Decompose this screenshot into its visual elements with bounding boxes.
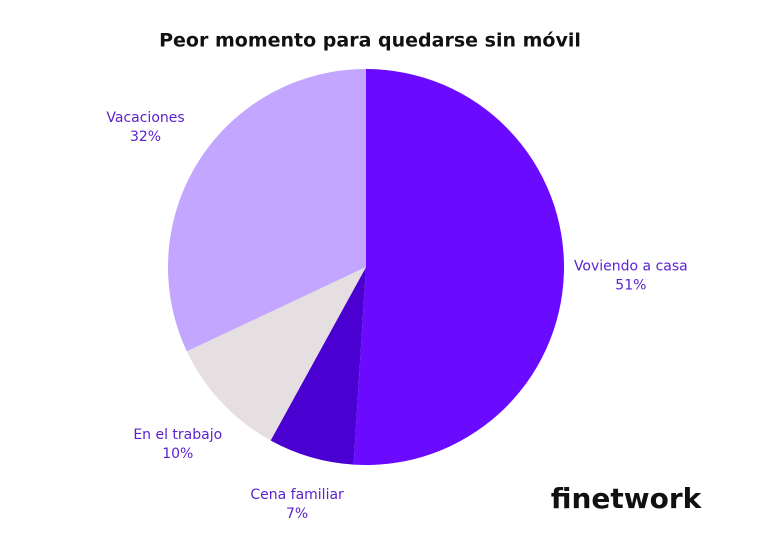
pie-slice [270, 267, 366, 465]
slice-value-label: 32% [130, 129, 161, 145]
pie-slice [186, 267, 366, 441]
pie-slice [167, 69, 366, 352]
slice-label: Cena familiar [250, 487, 344, 503]
slice-value-label: 10% [162, 446, 193, 462]
slice-label: En el trabajo [133, 427, 222, 443]
pie-slice [353, 69, 565, 465]
logo: finetwork [551, 482, 703, 515]
slice-label: Voviendo a casa [574, 258, 688, 274]
slice-value-label: 51% [615, 277, 646, 293]
chart-title: Peor momento para quedarse sin móvil [159, 30, 581, 52]
slice-label: Vacaciones [106, 110, 184, 126]
slice-value-label: 7% [286, 506, 308, 522]
